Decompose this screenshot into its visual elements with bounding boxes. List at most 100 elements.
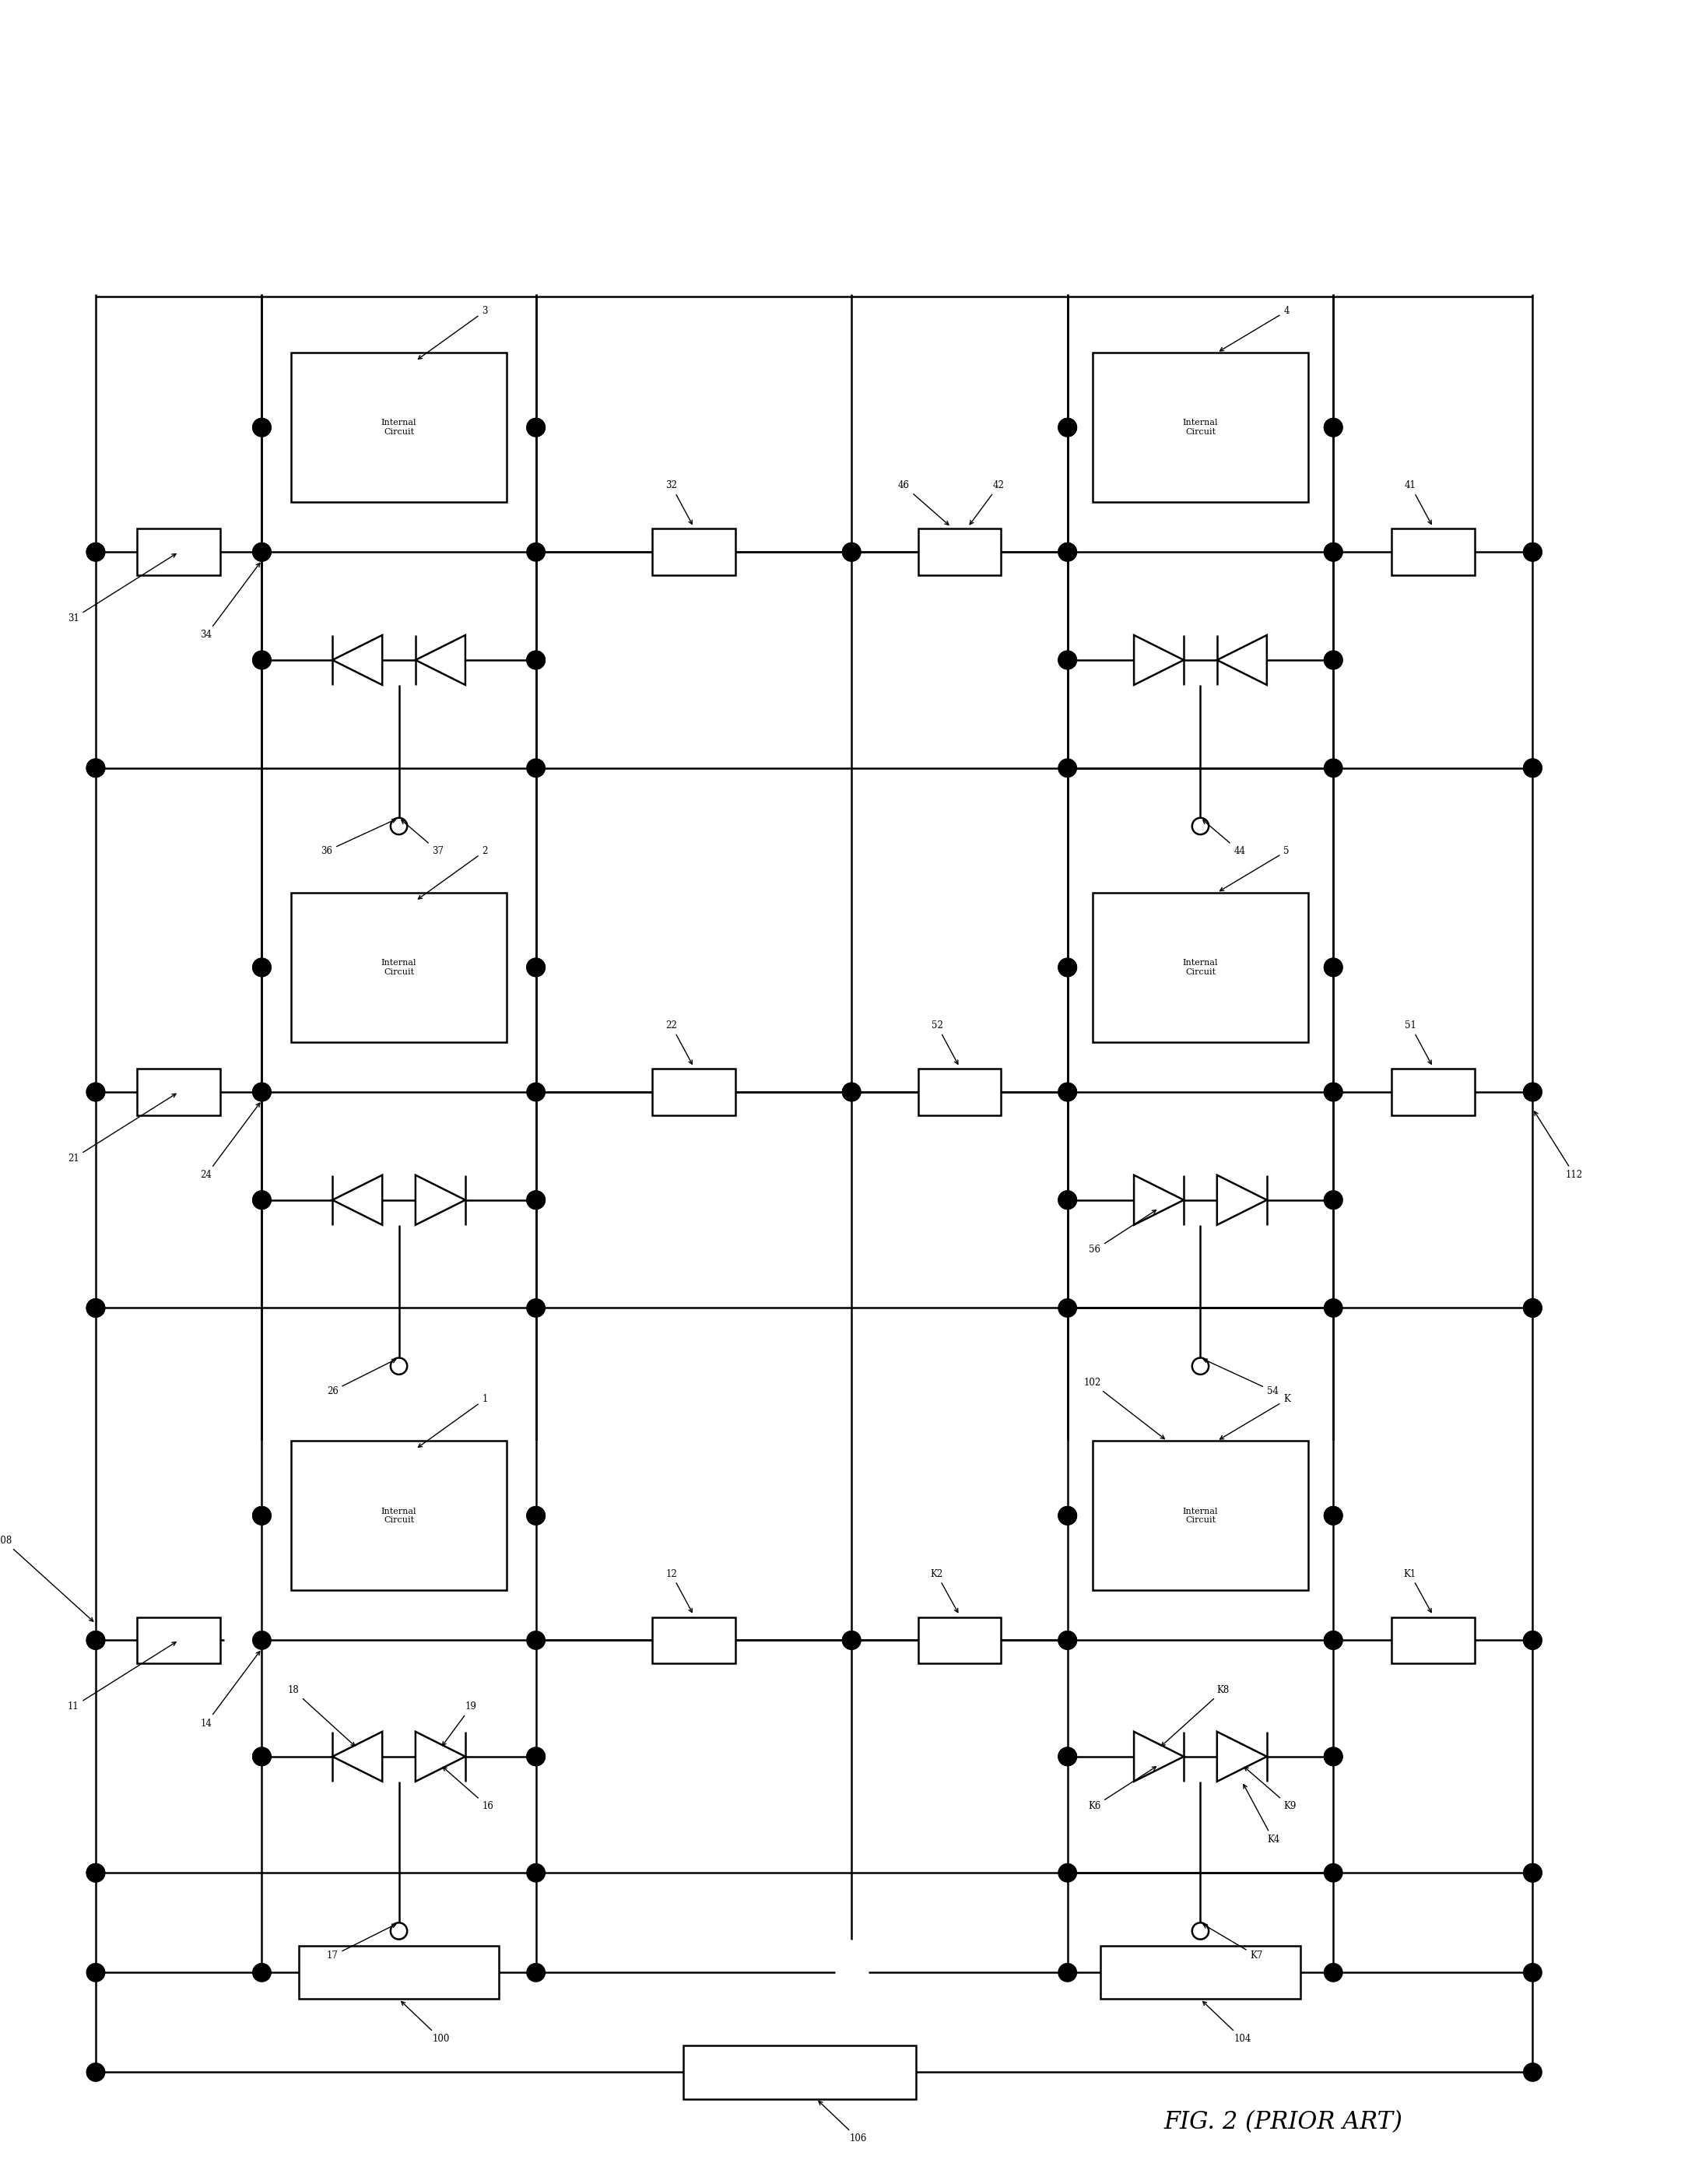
- Polygon shape: [332, 636, 383, 686]
- FancyBboxPatch shape: [138, 1616, 220, 1664]
- Circle shape: [1059, 1507, 1077, 1524]
- Text: Internal
Circuit: Internal Circuit: [381, 959, 417, 976]
- Circle shape: [1523, 1083, 1542, 1101]
- Circle shape: [528, 651, 545, 668]
- Text: 11: 11: [68, 1642, 175, 1712]
- Circle shape: [1523, 758, 1542, 778]
- Circle shape: [1059, 1631, 1077, 1649]
- Circle shape: [1523, 1863, 1542, 1883]
- Circle shape: [87, 1299, 106, 1317]
- Text: 3: 3: [419, 306, 488, 358]
- Text: K6: K6: [1088, 1767, 1156, 1811]
- Text: 56: 56: [1089, 1210, 1156, 1256]
- Circle shape: [252, 651, 271, 668]
- Text: 18: 18: [288, 1686, 354, 1745]
- Polygon shape: [1134, 1175, 1185, 1225]
- Circle shape: [87, 1863, 106, 1883]
- FancyBboxPatch shape: [291, 1441, 507, 1590]
- Circle shape: [528, 1190, 545, 1210]
- Text: 5: 5: [1220, 845, 1290, 891]
- Polygon shape: [415, 636, 465, 686]
- Circle shape: [252, 651, 271, 668]
- Circle shape: [842, 544, 861, 561]
- Circle shape: [1324, 1631, 1343, 1649]
- Polygon shape: [415, 1175, 465, 1225]
- Text: 54: 54: [1203, 1358, 1278, 1396]
- Text: 46: 46: [899, 480, 948, 524]
- Circle shape: [528, 758, 545, 778]
- Text: 24: 24: [201, 1103, 260, 1179]
- Text: 32: 32: [665, 480, 693, 524]
- FancyBboxPatch shape: [1093, 352, 1309, 502]
- Circle shape: [1324, 544, 1343, 561]
- FancyBboxPatch shape: [291, 893, 507, 1042]
- FancyBboxPatch shape: [138, 529, 220, 574]
- Circle shape: [1523, 1963, 1542, 1981]
- FancyBboxPatch shape: [917, 529, 1001, 574]
- Circle shape: [1059, 651, 1077, 668]
- FancyBboxPatch shape: [652, 529, 735, 574]
- Polygon shape: [332, 1732, 383, 1782]
- Text: 112: 112: [1535, 1112, 1583, 1179]
- FancyBboxPatch shape: [1093, 1441, 1309, 1590]
- Polygon shape: [1217, 1175, 1266, 1225]
- Circle shape: [252, 959, 271, 976]
- Circle shape: [1191, 1922, 1208, 1939]
- Circle shape: [252, 1190, 271, 1210]
- Circle shape: [252, 544, 271, 561]
- Circle shape: [252, 1083, 271, 1101]
- Text: Internal
Circuit: Internal Circuit: [381, 419, 417, 437]
- Circle shape: [1059, 419, 1077, 437]
- FancyBboxPatch shape: [652, 1068, 735, 1116]
- Text: 31: 31: [68, 555, 175, 625]
- Circle shape: [528, 1631, 545, 1649]
- Text: 21: 21: [68, 1094, 175, 1164]
- Circle shape: [87, 1299, 106, 1317]
- Circle shape: [842, 544, 861, 561]
- Circle shape: [1059, 1963, 1077, 1981]
- Circle shape: [252, 419, 271, 437]
- Circle shape: [87, 1083, 106, 1101]
- Circle shape: [252, 959, 271, 976]
- Circle shape: [528, 419, 545, 437]
- Text: Internal
Circuit: Internal Circuit: [1183, 1507, 1219, 1524]
- Circle shape: [1324, 1963, 1343, 1981]
- Circle shape: [1324, 1631, 1343, 1649]
- Circle shape: [1059, 1507, 1077, 1524]
- Circle shape: [1324, 1190, 1343, 1210]
- FancyBboxPatch shape: [1392, 1068, 1474, 1116]
- Circle shape: [528, 1299, 545, 1317]
- Circle shape: [252, 1507, 271, 1524]
- Circle shape: [528, 419, 545, 437]
- FancyBboxPatch shape: [683, 2046, 916, 2099]
- Circle shape: [252, 1190, 271, 1210]
- Text: 1: 1: [419, 1393, 488, 1448]
- Circle shape: [1324, 651, 1343, 668]
- Text: 17: 17: [327, 1924, 397, 1961]
- Circle shape: [1059, 959, 1077, 976]
- Text: 52: 52: [931, 1020, 958, 1064]
- Circle shape: [1324, 1083, 1343, 1101]
- FancyBboxPatch shape: [291, 352, 507, 502]
- Polygon shape: [1217, 636, 1266, 686]
- Circle shape: [1523, 1631, 1542, 1649]
- Circle shape: [1324, 1747, 1343, 1765]
- Circle shape: [842, 1631, 861, 1649]
- Circle shape: [1324, 959, 1343, 976]
- Circle shape: [252, 1963, 271, 1981]
- FancyBboxPatch shape: [1093, 893, 1309, 1042]
- Circle shape: [1324, 1507, 1343, 1524]
- Text: K: K: [1220, 1393, 1290, 1439]
- Text: 34: 34: [201, 563, 260, 640]
- Circle shape: [1324, 419, 1343, 437]
- Circle shape: [1059, 1190, 1077, 1210]
- Text: 14: 14: [201, 1651, 260, 1728]
- Circle shape: [1324, 651, 1343, 668]
- Circle shape: [528, 1190, 545, 1210]
- Text: 36: 36: [320, 819, 397, 856]
- Text: 100: 100: [402, 2001, 449, 2044]
- Polygon shape: [332, 1175, 383, 1225]
- Circle shape: [252, 1507, 271, 1524]
- Circle shape: [1059, 758, 1077, 778]
- Circle shape: [1324, 1299, 1343, 1317]
